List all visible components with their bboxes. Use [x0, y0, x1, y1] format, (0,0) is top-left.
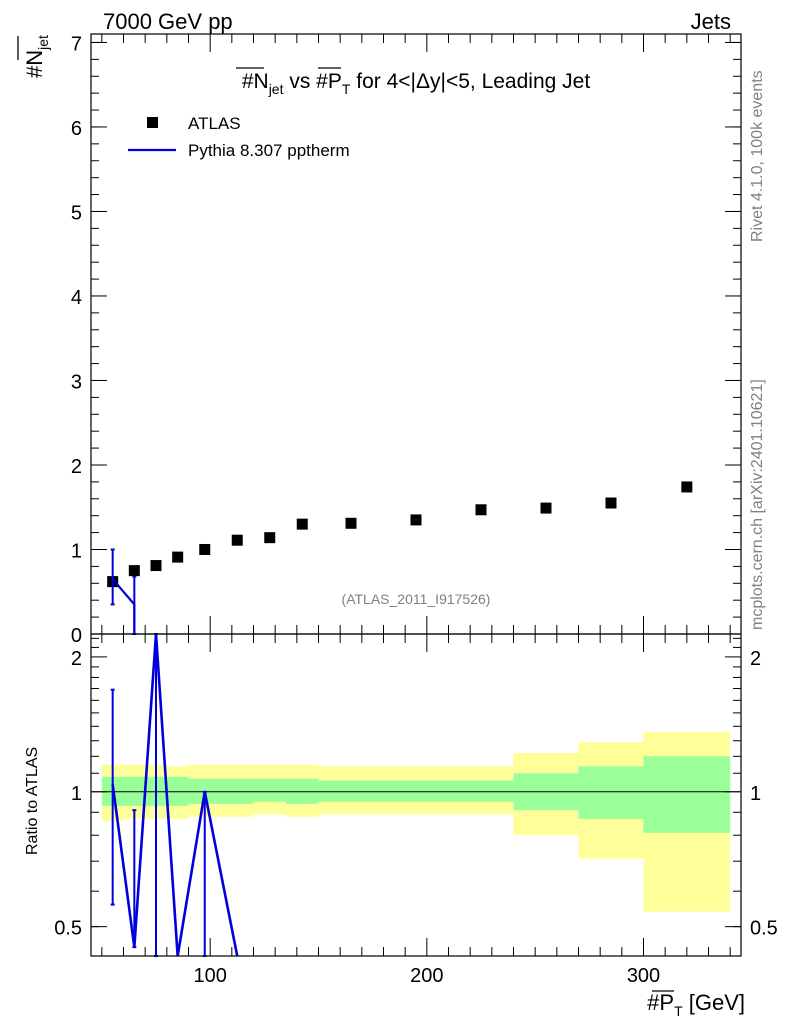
atlas-point	[410, 514, 422, 526]
ratio-y-tick-label-right: 1	[750, 783, 761, 805]
atlas-point	[475, 504, 487, 516]
ratio-band-1sigma	[643, 756, 731, 833]
atlas-point	[296, 518, 308, 530]
ratio-plot-frame	[90, 633, 742, 957]
y-tick-label: 3	[71, 371, 82, 393]
ratio-band-1sigma	[383, 780, 449, 802]
atlas-point	[264, 532, 276, 544]
analysis-watermark: (ATLAS_2011_I917526)	[342, 591, 491, 607]
y-axis-label: #Njet	[22, 35, 51, 78]
ratio-y-tick-label-right: 2	[750, 648, 761, 670]
ratio-band-1sigma	[286, 778, 319, 804]
atlas-point	[345, 517, 357, 529]
legend-label-pythia: Pythia 8.307 pptherm	[188, 141, 350, 160]
y-tick-label: 5	[71, 202, 82, 224]
atlas-point	[681, 481, 693, 493]
ratio-band-1sigma	[253, 778, 286, 802]
atlas-point	[540, 502, 552, 514]
main-plot: 0 1 2 3 4 5 6 7	[71, 33, 742, 647]
mcplots-label: mcplots.cern.ch [arXiv:2401.10621]	[749, 379, 766, 630]
ratio-pythia-line	[111, 633, 239, 957]
x-tick-label: 200	[410, 965, 443, 987]
atlas-point	[128, 565, 140, 577]
ratio-y-tick-label: 1	[71, 783, 82, 805]
y-tick-label: 1	[71, 540, 82, 562]
legend: ATLAS Pythia 8.307 pptherm	[128, 114, 350, 160]
ratio-y-tick-label-right: 0.5	[750, 918, 778, 940]
ratio-y-axis-label: Ratio to ATLAS	[24, 747, 41, 855]
ratio-band-1sigma	[221, 778, 254, 804]
atlas-point	[172, 551, 184, 563]
x-tick-label: 300	[627, 965, 660, 987]
y-tick-label: 2	[71, 456, 82, 478]
process-label: Jets	[691, 9, 731, 34]
rivet-label: Rivet 4.1.0, 100k events	[749, 70, 766, 242]
ratio-plot: 0.5 0.5 1 1 2 2 100 200 300	[54, 633, 778, 987]
ratio-y-tick-label: 0.5	[54, 918, 82, 940]
atlas-point	[605, 497, 617, 509]
atlas-point	[199, 543, 211, 555]
x-tick-label: 100	[193, 965, 226, 987]
x-axis-label: #PT [GeV]	[647, 990, 745, 1019]
ratio-y-tick-label: 2	[71, 648, 82, 670]
legend-label-atlas: ATLAS	[188, 114, 241, 133]
energy-label: 7000 GeV pp	[103, 9, 233, 34]
y-tick-label: 4	[71, 287, 82, 309]
ratio-band-1sigma	[318, 780, 384, 802]
ratio-band-1sigma	[448, 780, 514, 802]
atlas-point	[150, 560, 162, 572]
y-tick-label: 0	[71, 625, 82, 647]
ratio-band-1sigma	[578, 766, 644, 819]
y-tick-label: 7	[71, 33, 82, 55]
y-tick-label: 6	[71, 118, 82, 140]
chart-title: #Njet vs #PT for 4<|Δy|<5, Leading Jet	[242, 70, 591, 97]
atlas-point	[231, 534, 243, 546]
legend-marker-atlas	[147, 117, 158, 128]
